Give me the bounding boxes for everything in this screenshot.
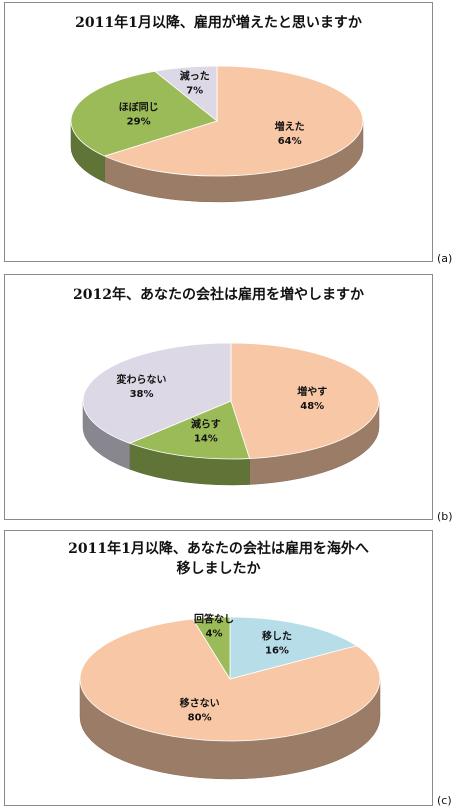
pie-slice [103, 65, 364, 177]
pie-chart: 増やす 48% 減らす 14% 変わらない 38% [82, 342, 380, 486]
pie-slice [153, 65, 218, 122]
slice-value-label: 64% [278, 136, 302, 147]
slice-value-label: 16% [265, 646, 289, 657]
slice-category-label: 変わらない [117, 373, 167, 386]
pie-slice [70, 70, 218, 157]
pie-chart: 移した 16% 移さない 80% 回答なし 4% [79, 613, 381, 780]
pie-slice [79, 618, 381, 742]
slice-value-label: 14% [194, 433, 218, 444]
chart-title-line: 2011年1月以降、雇用が増えたと思いますか [75, 15, 362, 31]
pie-slice [82, 342, 232, 444]
slice-category-label: 減らす [191, 417, 221, 430]
chart-title-line: 2012年、あなたの会社は雇用を増やしますか [73, 287, 364, 303]
chart-panel-c: 2011年1月以降、あなたの会社は雇用を海外へ 移しましたか 移した 16% 移さな… [4, 530, 433, 806]
slice-category-label: 減った [180, 69, 210, 82]
chart-panel-a: 2011年1月以降、雇用が増えたと思いますか 増えた 64% ほぼ同じ 29% 減った 7… [4, 2, 433, 262]
chart-panel-b: 2012年、あなたの会社は雇用を増やしますか 増やす 48% 減らす 14% 変わらない… [4, 274, 433, 520]
panel-label: (b) [437, 510, 453, 523]
pie-chart: 増えた 64% ほぼ同じ 29% 減った 7% [70, 65, 364, 203]
pie-slice [229, 616, 358, 680]
slice-category-label: 回答なし [194, 613, 234, 626]
slice-category-label: ほぼ同じ [119, 100, 159, 113]
slice-category-label: 移さない [180, 697, 220, 710]
slice-category-label: 増やす [297, 385, 327, 398]
pie-slice [230, 342, 380, 459]
slice-value-label: 4% [206, 629, 223, 640]
slice-value-label: 80% [188, 713, 212, 724]
chart-title-line: 移しましたか [176, 561, 261, 577]
slice-value-label: 29% [127, 116, 151, 127]
panel-label: (c) [437, 794, 452, 807]
chart-title: 2012年、あなたの会社は雇用を増やしますか [5, 285, 432, 305]
slice-value-label: 7% [186, 85, 203, 96]
slice-category-label: 移した [262, 630, 292, 643]
pie-slice [128, 400, 251, 460]
slice-category-label: 増えた [275, 120, 305, 133]
slice-value-label: 48% [300, 401, 324, 412]
panel-label: (a) [437, 252, 453, 265]
slice-value-label: 38% [130, 389, 154, 400]
chart-title-line: 2011年1月以降、あなたの会社は雇用を海外へ [68, 541, 369, 557]
chart-title: 2011年1月以降、雇用が増えたと思いますか [5, 13, 432, 33]
pie-slice [192, 616, 231, 681]
chart-title: 2011年1月以降、あなたの会社は雇用を海外へ 移しましたか [5, 539, 432, 579]
